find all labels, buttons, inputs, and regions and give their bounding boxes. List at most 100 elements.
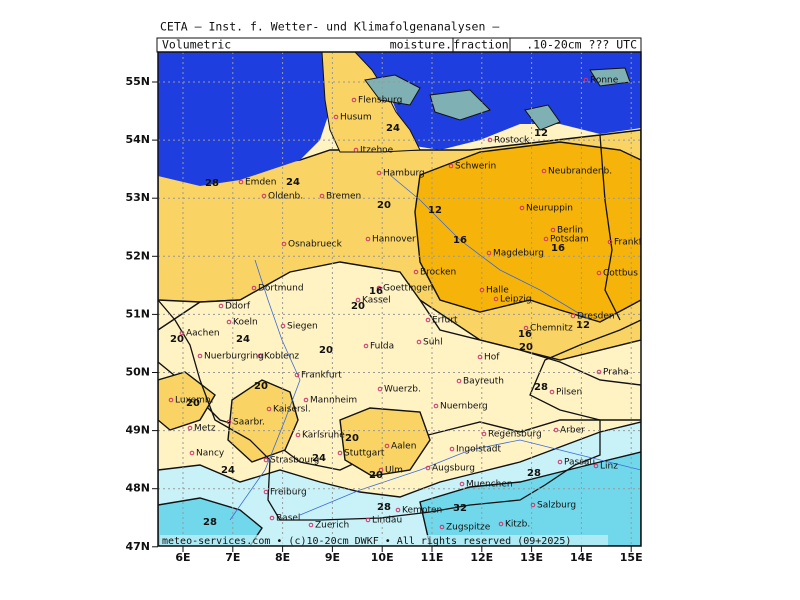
city-dot — [295, 432, 301, 438]
city-label: Aachen — [186, 329, 220, 339]
city-dot — [294, 372, 300, 378]
city-label: Linz — [600, 462, 618, 472]
city-label: Suhl — [423, 338, 443, 348]
city-label: Strasbourg — [270, 456, 319, 466]
city-dot — [607, 239, 613, 245]
city-dot — [481, 431, 487, 437]
city-label: Brocken — [420, 268, 456, 278]
contour-label: 20 — [345, 433, 359, 444]
city-dot — [433, 403, 439, 409]
city-dot — [333, 114, 339, 120]
city-label: Basel — [276, 514, 300, 524]
city-dot — [549, 389, 555, 395]
deep-cyan-region — [158, 497, 263, 546]
city-dot — [519, 205, 525, 211]
city-label: Regensburg — [488, 430, 542, 440]
city-dot — [523, 325, 529, 331]
lon-label: 6E — [175, 551, 190, 564]
axes: 6E 7E 8E 9E 10E 11E 12E 13E 14E 15E 55N 54N 53N 52N 51… — [125, 75, 642, 564]
city-label: Ddorf — [225, 302, 251, 312]
city-label: Berlin — [557, 226, 583, 236]
city-label: Hannover — [372, 235, 416, 245]
city-label: Magdeburg — [493, 249, 544, 259]
city-dot — [596, 270, 602, 276]
lon-label: 10E — [371, 551, 394, 564]
lat-label: 53N — [125, 191, 150, 204]
contour-label: 28 — [534, 382, 548, 393]
city-dot — [308, 522, 314, 528]
field-suffix: .10-20cm ??? UTC — [526, 38, 637, 52]
city-dot — [378, 467, 384, 473]
city-label: Nancy — [196, 449, 225, 459]
city-dot — [197, 353, 203, 359]
city-dot — [425, 317, 431, 323]
city-dot — [218, 303, 224, 309]
city-dot — [303, 397, 309, 403]
city-label: Cottbus — [603, 269, 638, 279]
city-dot — [351, 97, 357, 103]
city-dot — [395, 507, 401, 513]
city-dot — [416, 339, 422, 345]
contour-label: 20 — [369, 470, 383, 481]
city-label: Flensburg — [358, 96, 402, 106]
city-label: Koeln — [233, 318, 258, 328]
city-label: Leipzig — [500, 295, 532, 305]
contour-label: 28 — [205, 178, 219, 189]
city-dot — [365, 236, 371, 242]
contour-label: 20 — [319, 345, 333, 356]
lat-label: 47N — [125, 540, 150, 553]
contour-label: 28 — [203, 517, 217, 528]
contour-label: 16 — [518, 329, 532, 340]
city-dot — [570, 313, 576, 319]
lat-label: 54N — [125, 133, 150, 146]
city-dot — [269, 515, 275, 521]
city-label: Karlsruhe — [302, 431, 345, 441]
city-label: Nuernberg — [440, 402, 488, 412]
city-label: Halle — [486, 286, 509, 296]
lon-label: 11E — [421, 551, 444, 564]
city-label: Kempten — [402, 506, 442, 516]
city-label: Kassel — [362, 296, 391, 306]
city-label: Dresden — [577, 312, 615, 322]
lat-label: 48N — [125, 482, 150, 495]
contour-label: 24 — [286, 177, 300, 188]
city-label: Rostock — [494, 136, 530, 146]
city-label: Emden — [245, 178, 276, 188]
lon-label: 9E — [325, 551, 340, 564]
city-dot — [596, 369, 602, 375]
field-box-text: fraction — [453, 38, 508, 52]
city-dot — [257, 353, 263, 359]
title: CETA — Inst. f. Wetter- und Klimafolgena… — [160, 20, 499, 34]
lat-label: 55N — [125, 75, 150, 88]
city-dot — [583, 77, 589, 83]
city-label: Ulm — [385, 466, 403, 476]
city-dot — [376, 170, 382, 176]
city-dot — [593, 463, 599, 469]
city-label: Goettingen — [383, 284, 433, 294]
city-label: Hamburg — [383, 169, 425, 179]
city-dot — [456, 378, 462, 384]
city-label: Bremen — [326, 192, 361, 202]
city-dot — [226, 419, 232, 425]
contour-label: 24 — [386, 123, 400, 134]
city-label: Pilsen — [556, 388, 582, 398]
city-dot — [226, 319, 232, 325]
deep-cyan-region — [419, 451, 641, 546]
border — [158, 299, 641, 521]
city-label: Frankfurt — [301, 371, 342, 381]
city-label: Potsdam — [550, 235, 589, 245]
city-label: Itzehoe — [360, 146, 394, 156]
footer: meteo-services.com • (c)10-20cm DWKF • A… — [162, 536, 571, 547]
contour-label: 28 — [527, 468, 541, 479]
city-label: Wuerzb. — [384, 385, 421, 395]
city-dot — [384, 443, 390, 449]
river — [389, 174, 591, 321]
city-dot — [280, 323, 286, 329]
city-dot — [493, 296, 499, 302]
frame — [157, 51, 642, 547]
orange-region — [414, 141, 641, 323]
grid — [158, 52, 641, 546]
island — [524, 104, 561, 131]
city-dot — [557, 459, 563, 465]
